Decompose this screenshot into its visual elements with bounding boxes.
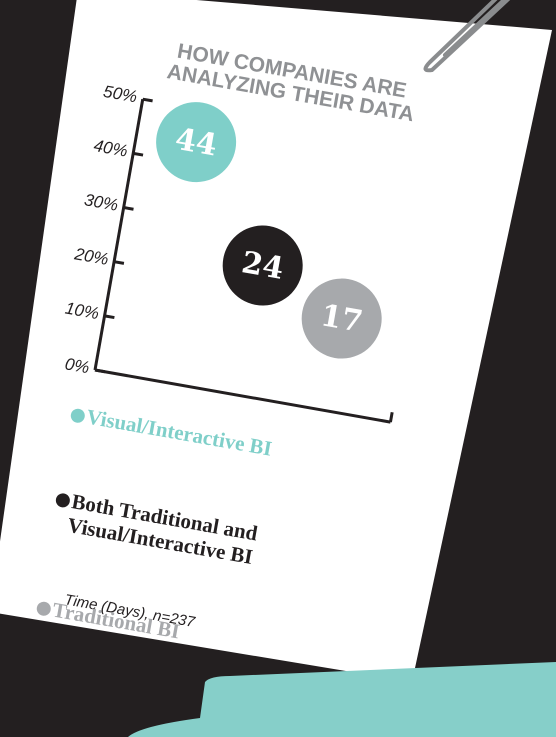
y-tick xyxy=(123,206,134,211)
legend-marker xyxy=(36,601,51,616)
paperclip xyxy=(423,0,511,73)
y-axis xyxy=(93,98,145,371)
y-tick xyxy=(94,368,106,374)
legend-marker xyxy=(55,493,70,508)
y-tick-label: 0% xyxy=(63,354,91,377)
bubble-label: 17 xyxy=(318,298,365,340)
teal-shape xyxy=(128,662,556,737)
bubble xyxy=(301,278,382,359)
bubble-label: 44 xyxy=(172,122,219,164)
bubble xyxy=(156,102,237,183)
y-tick xyxy=(142,97,153,103)
bubble-label: 24 xyxy=(239,245,286,287)
legend-marker xyxy=(70,408,85,423)
y-tick xyxy=(113,260,125,265)
x-axis-end xyxy=(388,411,394,423)
paper xyxy=(0,0,552,682)
x-axis xyxy=(94,368,391,424)
bubble xyxy=(222,225,303,306)
y-tick xyxy=(132,151,144,157)
y-tick xyxy=(104,314,115,320)
